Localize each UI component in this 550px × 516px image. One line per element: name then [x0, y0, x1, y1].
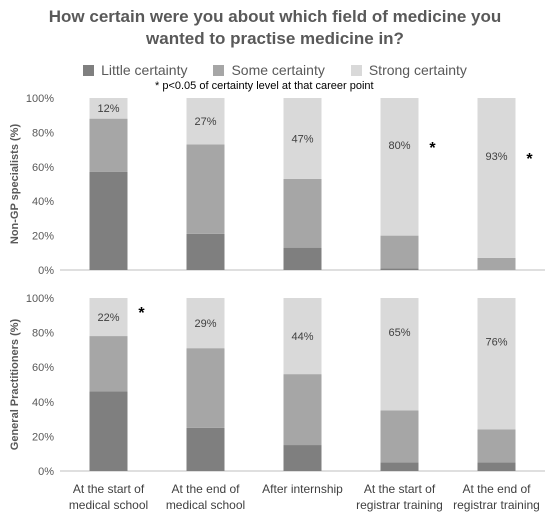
y-tick-label: 60%	[32, 362, 54, 374]
bar-segment	[477, 98, 516, 258]
x-category-label: At the start of	[73, 482, 145, 496]
legend-swatch-little	[83, 64, 95, 76]
chart-title: How certain were you about which field o…	[0, 6, 550, 50]
legend-item-some: Some certainty	[213, 62, 325, 78]
y-tick-label: 20%	[32, 431, 54, 443]
legend-label-some: Some certainty	[231, 62, 325, 78]
data-label: 22%	[97, 312, 119, 324]
x-category-label: At the end of	[462, 482, 531, 496]
y-tick-label: 0%	[38, 265, 54, 277]
y-tick-label: 20%	[32, 231, 54, 243]
bar-segment	[89, 118, 128, 172]
data-label: 93%	[485, 151, 507, 163]
bar-segment	[283, 298, 322, 375]
y-tick-label: 40%	[32, 196, 54, 208]
legend-swatch-strong	[350, 64, 362, 76]
bar-segment	[89, 298, 128, 337]
bar-segment	[283, 374, 322, 446]
y-tick-label: 40%	[32, 397, 54, 409]
bar-segment	[283, 178, 322, 248]
bar-segment	[89, 336, 128, 392]
data-label: 27%	[194, 116, 216, 128]
bar-segment	[380, 235, 419, 269]
significance-note: * p<0.05 of certainty level at that care…	[155, 80, 374, 92]
chart-title-line-1: How certain were you about which field o…	[48, 7, 502, 26]
bar-segment	[283, 247, 322, 270]
legend-swatch-some	[213, 64, 225, 76]
bar-segment	[186, 98, 225, 145]
data-label: 12%	[97, 103, 119, 115]
bar-segment	[380, 462, 419, 471]
bar-segment	[477, 298, 516, 430]
y-tick-label: 60%	[32, 162, 54, 174]
data-label: 65%	[388, 327, 410, 339]
y-axis-label: General Practitioners (%)	[9, 318, 21, 450]
data-label: 44%	[291, 331, 313, 343]
significance-marker: *	[526, 151, 533, 168]
y-axis-label: Non-GP specialists (%)	[9, 124, 21, 245]
bar-segment	[283, 445, 322, 471]
x-category-label: At the start of	[364, 482, 436, 496]
legend-label-strong: Strong certainty	[368, 62, 467, 78]
bar-segment	[89, 391, 128, 471]
y-tick-label: 0%	[38, 466, 54, 478]
x-category-label: At the end of	[171, 482, 240, 496]
bar-segment	[186, 144, 225, 234]
bar-segment	[89, 98, 128, 119]
bar-segment	[186, 427, 225, 471]
bar-segment	[89, 171, 128, 270]
bar-segment	[186, 348, 225, 428]
y-tick-label: 100%	[26, 93, 54, 105]
bar-segment	[380, 98, 419, 236]
legend-label-little: Little certainty	[101, 62, 188, 78]
bar-segment	[477, 462, 516, 471]
data-label: 76%	[485, 337, 507, 349]
y-tick-label: 100%	[26, 293, 54, 305]
x-category-label: registrar training	[356, 498, 443, 512]
significance-marker: *	[429, 140, 436, 157]
legend: Little certainty Some certainty Strong c…	[0, 62, 550, 78]
x-category-label: registrar training	[453, 498, 540, 512]
legend-item-little: Little certainty	[83, 62, 187, 78]
bar-segment	[380, 410, 419, 463]
data-label: 47%	[291, 133, 313, 145]
y-tick-label: 80%	[32, 328, 54, 340]
bar-segment	[283, 98, 322, 179]
bar-segment	[380, 298, 419, 411]
x-category-label: medical school	[166, 498, 245, 512]
bar-segment	[477, 257, 516, 270]
legend-item-strong: Strong certainty	[350, 62, 467, 78]
data-label: 29%	[194, 318, 216, 330]
bar-segment	[477, 429, 516, 463]
bar-segment	[186, 233, 225, 270]
x-category-label: medical school	[69, 498, 148, 512]
bar-segment	[380, 268, 419, 270]
y-tick-label: 80%	[32, 127, 54, 139]
bar-segment	[186, 298, 225, 349]
x-category-label: After internship	[262, 482, 343, 496]
chart-title-line-2: wanted to practise medicine in?	[146, 29, 404, 48]
data-label: 80%	[388, 140, 410, 152]
significance-marker: *	[138, 305, 145, 322]
